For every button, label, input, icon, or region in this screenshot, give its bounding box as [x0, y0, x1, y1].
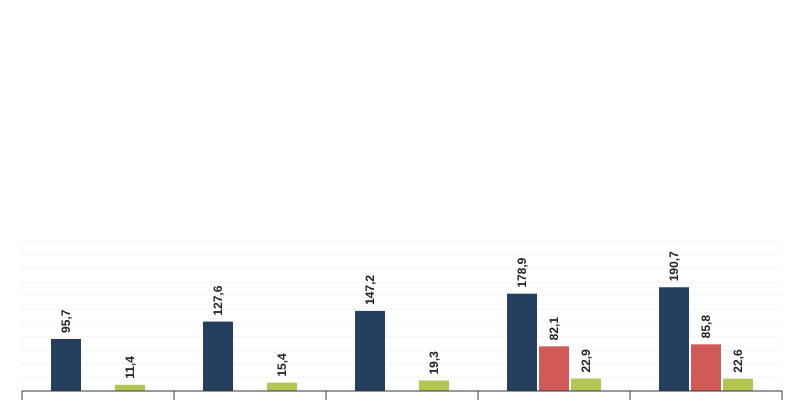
bar-2015-series-1: [355, 310, 385, 391]
bar-2019-series-2: [691, 344, 721, 391]
bar-2019-series-3: [723, 378, 753, 391]
data-label: 15,4: [275, 353, 289, 377]
data-label: 147,2: [363, 275, 377, 305]
bar-2018-series-2: [539, 346, 569, 391]
gridlines: [22, 240, 782, 378]
bar-2018-series-1: [507, 293, 537, 391]
bar-2010-series-3: [267, 382, 297, 391]
bar-2015-series-3: [419, 380, 449, 391]
data-label: 178,9: [515, 257, 529, 287]
data-label: 19,3: [427, 351, 441, 375]
bar-2005-series-1: [51, 338, 81, 391]
data-label: 22,6: [731, 349, 745, 373]
data-label: 82,1: [547, 317, 561, 341]
bars: [51, 287, 753, 391]
bar-2010-series-1: [203, 321, 233, 391]
data-label: 11,4: [123, 356, 137, 379]
value-labels: 95,7 11,4 127,6 15,4 147,2 19,3 178,9 82,1 22,9 1…: [59, 251, 745, 379]
bar-2005-series-3: [115, 384, 145, 391]
data-label: 85,8: [699, 315, 713, 339]
data-label: 190,7: [667, 251, 681, 281]
data-label: 22,9: [579, 349, 593, 373]
bar-2019-series-1: [659, 287, 689, 391]
data-label: 127,6: [211, 285, 225, 315]
data-label: 95,7: [59, 309, 73, 333]
bar-2018-series-3: [571, 378, 601, 391]
x-axis: 20052010201520182019: [21, 390, 783, 400]
